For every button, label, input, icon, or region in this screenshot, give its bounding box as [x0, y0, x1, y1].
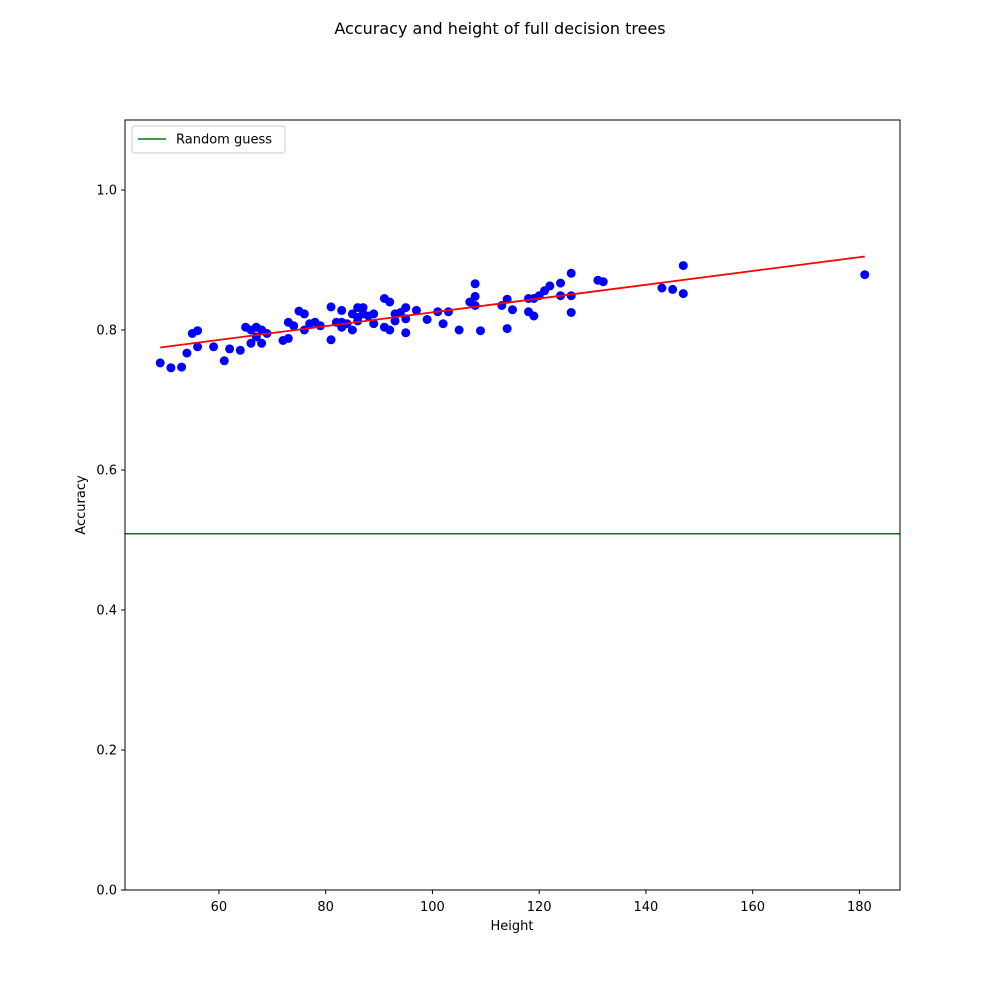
data-point: [860, 270, 870, 280]
legend-box: [131, 125, 286, 154]
data-point: [668, 284, 678, 294]
data-point: [470, 291, 480, 301]
data-point: [225, 344, 235, 354]
data-point: [235, 345, 245, 355]
data-point: [193, 342, 203, 352]
data-point: [438, 319, 448, 329]
x-axis-label: Height: [491, 919, 534, 934]
legend-label: Random guess: [176, 133, 272, 148]
data-point: [283, 333, 293, 343]
data-point: [454, 325, 464, 335]
x-axis: 60 80 100 120 140 160 180: [211, 890, 872, 915]
data-point: [470, 301, 480, 310]
data-point: [347, 325, 357, 335]
data-point: [470, 279, 480, 289]
fit-line: [160, 255, 865, 349]
data-point: [657, 283, 667, 293]
data-point: [326, 335, 336, 345]
data-point: [257, 338, 267, 348]
y-axis-label: Accuracy: [74, 475, 89, 535]
plot-area: [124, 119, 901, 891]
data-point: [678, 289, 688, 299]
data-point: [598, 277, 608, 287]
chart-title: Accuracy and height of full decision tre…: [334, 19, 665, 38]
data-point: [385, 297, 395, 307]
x-tick-label: 120: [527, 900, 552, 915]
data-point: [556, 278, 566, 288]
data-point: [385, 325, 395, 335]
data-point: [155, 358, 165, 368]
legend: Random guess: [131, 125, 286, 154]
fit-line-layer: [160, 255, 865, 349]
data-point: [411, 305, 421, 315]
y-tick-label: 0.2: [96, 744, 117, 759]
data-point: [315, 321, 325, 331]
data-point: [401, 303, 411, 313]
y-tick-label: 0.4: [96, 604, 117, 619]
data-point: [182, 348, 192, 358]
data-point: [401, 328, 411, 338]
data-point: [177, 362, 187, 372]
y-tick-label: 0.8: [96, 324, 117, 339]
x-tick-label: 180: [847, 900, 872, 915]
points-layer: [155, 261, 870, 373]
y-tick-label: 0.6: [96, 464, 117, 479]
data-point: [337, 305, 347, 315]
data-point: [529, 311, 539, 321]
y-axis: 0.0 0.2 0.4 0.6 0.8 1.0: [96, 184, 125, 899]
data-point: [166, 363, 176, 373]
x-tick-label: 60: [211, 900, 228, 915]
data-point: [358, 303, 368, 313]
data-point: [502, 324, 512, 334]
data-point: [193, 326, 203, 336]
data-point: [545, 281, 555, 291]
data-point: [326, 302, 336, 312]
data-point: [369, 309, 379, 319]
data-point: [219, 356, 229, 366]
data-point: [422, 315, 432, 324]
x-tick-label: 100: [420, 900, 445, 915]
data-point: [566, 268, 576, 278]
data-point: [390, 316, 400, 326]
data-point: [369, 319, 379, 329]
axes-frame: [124, 119, 901, 891]
axes-background: [125, 120, 900, 890]
data-point: [475, 326, 485, 336]
data-point: [443, 307, 453, 317]
x-tick-label: 140: [634, 900, 659, 915]
data-point: [246, 338, 256, 348]
data-point: [508, 305, 517, 315]
data-point: [299, 309, 309, 319]
x-tick-label: 160: [740, 900, 765, 915]
data-point: [502, 294, 512, 304]
y-tick-label: 0.0: [96, 884, 117, 899]
x-tick-label: 80: [317, 900, 334, 915]
data-point: [209, 342, 219, 352]
data-point: [678, 261, 688, 271]
y-tick-label: 1.0: [96, 184, 117, 199]
data-point: [289, 321, 299, 331]
data-point: [566, 308, 576, 317]
